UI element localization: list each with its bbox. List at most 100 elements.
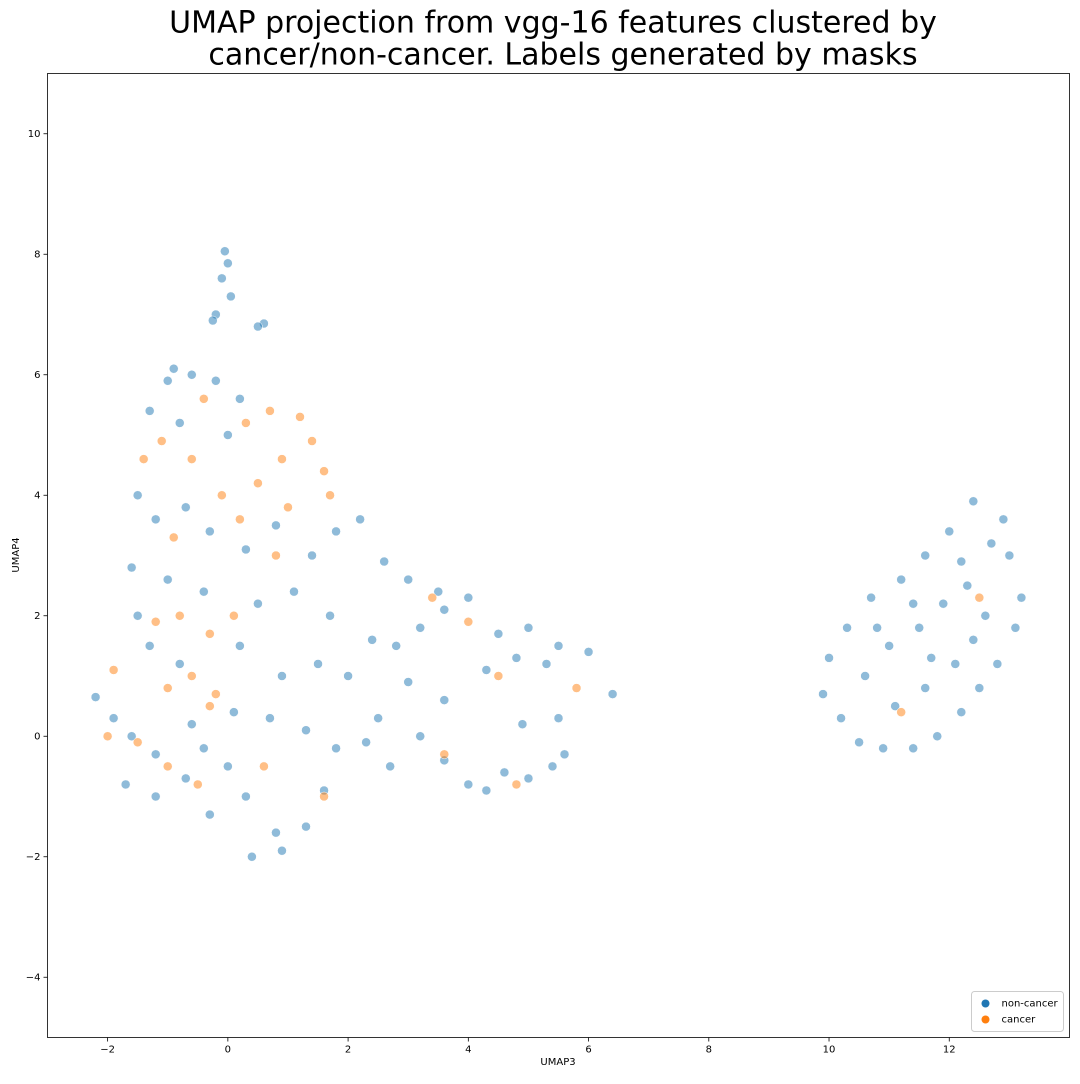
point (283, 502, 293, 513)
x-tick-label: 4 (465, 1045, 471, 1056)
point (120, 779, 131, 790)
point (126, 731, 137, 741)
point (992, 659, 1003, 669)
point (553, 713, 564, 723)
point (367, 635, 377, 645)
point (247, 852, 257, 862)
point (541, 659, 552, 669)
point (193, 779, 203, 790)
point (854, 737, 864, 748)
point (481, 785, 492, 796)
point (301, 725, 311, 735)
point (162, 376, 173, 386)
x-tick-label: −2 (100, 1045, 115, 1056)
legend-label: non-cancer (1002, 999, 1059, 1010)
point (559, 749, 570, 760)
point (493, 671, 504, 681)
point (307, 550, 317, 561)
point (1004, 550, 1015, 561)
point (415, 731, 425, 741)
legend-label: cancer (1002, 1015, 1037, 1026)
point (271, 520, 281, 531)
point (361, 737, 371, 748)
point (373, 713, 383, 723)
plot-area (90, 246, 1027, 862)
point (181, 502, 191, 513)
point (331, 526, 341, 537)
point (884, 641, 894, 651)
point (241, 791, 251, 802)
point (229, 707, 239, 717)
point (241, 418, 251, 428)
point (493, 629, 504, 639)
point (181, 773, 191, 784)
point (150, 514, 161, 525)
point (607, 689, 618, 699)
point (517, 719, 528, 729)
point (150, 749, 161, 760)
point (415, 623, 425, 633)
point (890, 701, 900, 711)
point (385, 761, 395, 772)
point (968, 496, 979, 507)
point (187, 370, 197, 380)
point (343, 671, 353, 681)
point (108, 713, 119, 723)
point (229, 611, 239, 621)
point (162, 683, 173, 693)
point (241, 544, 251, 555)
point (253, 321, 263, 332)
point (896, 707, 906, 717)
point (836, 713, 846, 723)
point (325, 611, 335, 621)
point (132, 737, 143, 748)
y-tick-label: 6 (34, 370, 40, 381)
point (265, 713, 275, 723)
point (271, 550, 281, 561)
point (511, 653, 522, 663)
point (866, 592, 876, 603)
point (319, 466, 329, 476)
point (132, 490, 143, 500)
point (162, 761, 173, 772)
point (974, 683, 985, 693)
point (289, 586, 299, 597)
point (986, 538, 997, 549)
point (842, 623, 852, 633)
x-tick-label: 0 (225, 1045, 231, 1056)
point (162, 574, 173, 585)
point (295, 412, 305, 422)
point (355, 514, 365, 525)
point (220, 246, 230, 256)
point (433, 586, 444, 597)
point (331, 743, 341, 754)
point (968, 635, 979, 645)
y-tick-label: −2 (26, 852, 41, 863)
point (427, 592, 438, 603)
point (523, 773, 534, 784)
point (920, 683, 930, 693)
point (511, 779, 522, 790)
point (307, 436, 317, 446)
point (439, 604, 450, 615)
point (205, 629, 215, 639)
point (908, 743, 918, 754)
point (199, 394, 209, 404)
point (253, 598, 263, 609)
point (463, 592, 474, 603)
point (553, 641, 564, 651)
point (872, 623, 882, 633)
point (175, 611, 185, 621)
legend-box (971, 991, 1064, 1032)
point (253, 478, 263, 488)
point (313, 659, 323, 669)
point (325, 490, 335, 500)
y-tick-label: 2 (34, 611, 40, 622)
axes-frame (47, 73, 1070, 1038)
y-tick-label: 0 (34, 731, 40, 742)
y-tick-label: −4 (26, 972, 41, 983)
point (108, 665, 119, 675)
point (144, 406, 155, 416)
point (481, 665, 492, 675)
point (235, 514, 245, 525)
